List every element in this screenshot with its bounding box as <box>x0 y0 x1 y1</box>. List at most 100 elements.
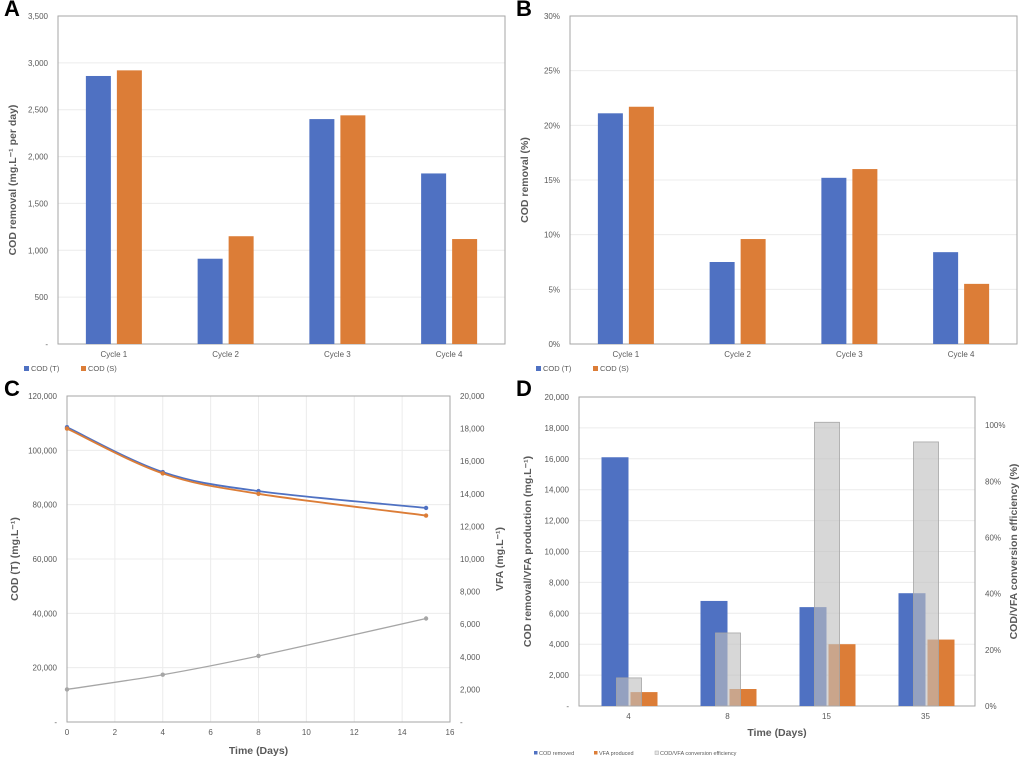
chart-c-y2tick-label: 10,000 <box>460 555 485 564</box>
chart-d-ytick-label: 16,000 <box>545 455 570 464</box>
chart-c-point-vfa <box>423 616 429 621</box>
chart-d-bar-cod-removed-1 <box>601 457 629 706</box>
chart-d-legend-label: COD removed <box>539 751 574 757</box>
chart-b-bar-cod-t--4 <box>933 252 959 344</box>
chart-d-ytick-label: 14,000 <box>545 486 570 495</box>
panel-c: - 20,000 40,000 60,000 80,000 100,000 120,000 0… <box>0 376 512 760</box>
panel-letter-c: C <box>4 376 20 401</box>
chart-c-ytick-label: 100,000 <box>28 446 57 455</box>
chart-d-ytick-label: 2,000 <box>549 671 570 680</box>
chart-a-legend-label: COD (S) <box>88 364 117 373</box>
chart-c-line-vfa <box>66 617 427 691</box>
chart-d-xtick-label: 35 <box>921 712 930 721</box>
chart-b-bar-cod-t--2 <box>709 262 735 344</box>
chart-a-ytick-label: 2,500 <box>28 106 49 115</box>
chart-b-bar-cod-s--2 <box>740 239 766 344</box>
chart-d-ytick-label: 8,000 <box>549 578 570 587</box>
chart-a-bar-cod-t--2 <box>197 258 223 344</box>
chart-c-y2tick-label: 6,000 <box>460 620 481 629</box>
chart-b-legend-label: COD (S) <box>600 364 629 373</box>
chart-b-bar-cod-s--3 <box>852 169 878 344</box>
chart-b-ytick-label: 10% <box>544 231 560 240</box>
chart-c-y2tick-label: 12,000 <box>460 522 485 531</box>
chart-b-bar-cod-s--4 <box>964 283 990 344</box>
chart-a-ytick-label: 3,500 <box>28 12 49 21</box>
panel-letter-a: A <box>4 0 20 21</box>
chart-c-y-axis-title: COD (T) (mg.L⁻¹) <box>9 517 21 601</box>
chart-a-xtick-label: Cycle 4 <box>436 350 463 359</box>
chart-b-xtick-label: Cycle 4 <box>948 350 975 359</box>
chart-a-bar-cod-s--4 <box>452 239 478 344</box>
chart-b-bar-cod-s--1 <box>628 106 654 344</box>
chart-a-y-axis-title: COD removal (mg.L⁻¹ per day) <box>7 105 19 256</box>
chart-d-y2tick-label: 20% <box>985 646 1001 655</box>
chart-b-ytick-label: 30% <box>544 12 560 21</box>
chart-a-ytick-label: 1,500 <box>28 199 49 208</box>
chart-b-bar-cod-t--1 <box>597 113 623 344</box>
chart-b-xtick-label: Cycle 1 <box>613 350 640 359</box>
chart-c-xtick-label: 0 <box>65 728 70 737</box>
chart-b-ytick-label: 20% <box>544 121 560 130</box>
chart-b-plot-frame <box>569 15 1018 345</box>
chart-c-ytick-label: 20,000 <box>33 664 58 673</box>
chart-c-y2-axis-title: VFA (mg.L⁻¹) <box>494 527 506 591</box>
chart-c-point-vfa <box>256 653 261 659</box>
chart-c-xtick-label: 16 <box>446 728 455 737</box>
chart-c-y2tick-label: 18,000 <box>460 425 485 434</box>
chart-d-legend-swatch <box>594 751 598 755</box>
chart-d-legend-label: COD/VFA conversion efficiency <box>660 751 737 757</box>
chart-d-xtick-label: 8 <box>725 712 730 721</box>
chart-d-xtick-label: 15 <box>822 712 831 721</box>
chart-d-ytick-label: 10,000 <box>545 548 570 557</box>
chart-d-ytick-label: - <box>566 702 569 711</box>
chart-a-bar-cod-t--3 <box>309 119 335 344</box>
chart-a-bar-cod-s--2 <box>228 236 254 344</box>
chart-d-svg: - 2,000 4,000 6,000 8,000 10,000 12,000 14,000 1… <box>522 393 1020 757</box>
chart-c-y2tick-label: 14,000 <box>460 490 485 499</box>
chart-a-ytick-label: 500 <box>35 293 49 302</box>
chart-c-x-axis-title: Time (Days) <box>229 745 288 757</box>
chart-a-bar-cod-t--1 <box>85 75 111 344</box>
chart-d-ytick-label: 4,000 <box>549 640 570 649</box>
panel-b: 0% 5% 10% 15% 20% 25% 30% Cycle 1 Cycle 2 Cycle 3… <box>512 0 1024 380</box>
chart-d-y2tick-label: 40% <box>985 590 1001 599</box>
chart-c-y2tick-label: 2,000 <box>460 685 481 694</box>
chart-d-y2tick-label: 80% <box>985 477 1001 486</box>
chart-b-ytick-label: 15% <box>544 176 560 185</box>
chart-c-y2tick-label: - <box>460 718 463 727</box>
chart-b-xtick-label: Cycle 3 <box>836 350 863 359</box>
chart-d-y2tick-label: 100% <box>985 421 1005 430</box>
chart-d-bar-efficiency-3 <box>814 421 840 707</box>
chart-b-bar-cod-t--3 <box>821 177 847 344</box>
chart-d-plot-frame <box>578 396 976 707</box>
chart-a-ytick-label: 2,000 <box>28 153 49 162</box>
panel-letter-d: D <box>516 376 532 401</box>
chart-c-y2tick-label: 16,000 <box>460 457 485 466</box>
chart-c-xtick-label: 2 <box>113 728 118 737</box>
chart-c-point-cod-t <box>423 505 429 511</box>
chart-a-plot-frame <box>57 15 506 345</box>
chart-d-y2tick-label: 60% <box>985 533 1001 542</box>
chart-c-svg: - 20,000 40,000 60,000 80,000 100,000 120,000 0… <box>9 392 506 757</box>
chart-c-point-vfa <box>160 672 165 677</box>
chart-d-ytick-label: 6,000 <box>549 609 570 618</box>
chart-c-xtick-label: 10 <box>302 728 311 737</box>
chart-a-ytick-label: - <box>45 340 48 349</box>
chart-c-point-cod-s <box>160 471 165 476</box>
chart-c-xtick-label: 4 <box>161 728 166 737</box>
chart-c-ytick-label: 80,000 <box>33 501 58 510</box>
chart-d-legend-swatch <box>534 751 538 755</box>
chart-a-legend-swatch <box>81 366 86 371</box>
chart-c-point-cod-s <box>64 426 70 431</box>
panel-d: - 2,000 4,000 6,000 8,000 10,000 12,000 14,000 1… <box>512 376 1024 760</box>
chart-c-y2tick-label: 4,000 <box>460 653 481 662</box>
chart-c-xtick-label: 12 <box>350 728 359 737</box>
chart-b-svg: 0% 5% 10% 15% 20% 25% 30% Cycle 1 Cycle 2 Cycle 3… <box>519 12 1018 373</box>
chart-b-legend-swatch <box>536 366 541 371</box>
chart-c-point-cod-s <box>256 491 261 496</box>
chart-c-xtick-label: 8 <box>256 728 261 737</box>
chart-a-ytick-label: 3,000 <box>28 59 49 68</box>
chart-d-xtick-label: 4 <box>626 712 631 721</box>
chart-a-xtick-label: Cycle 1 <box>101 350 128 359</box>
chart-b-xtick-label: Cycle 2 <box>724 350 751 359</box>
